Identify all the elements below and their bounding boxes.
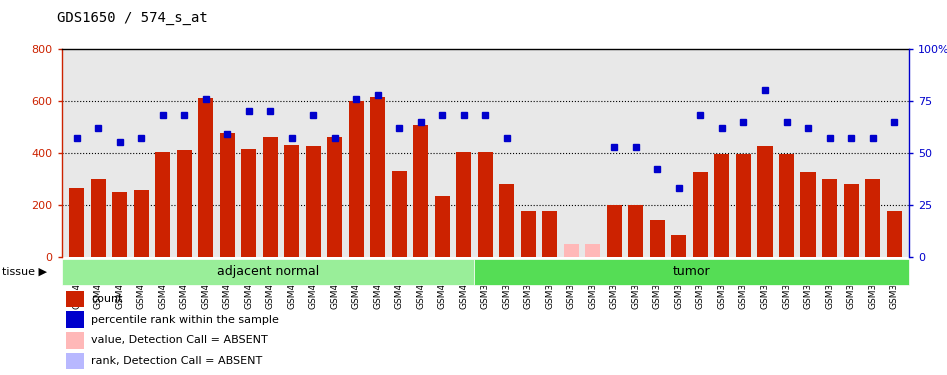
Bar xyxy=(69,188,84,257)
Bar xyxy=(886,211,902,257)
Bar xyxy=(714,154,729,257)
Text: percentile rank within the sample: percentile rank within the sample xyxy=(91,315,279,325)
Bar xyxy=(650,220,665,257)
Bar xyxy=(65,291,84,308)
Bar xyxy=(177,150,191,257)
Bar xyxy=(563,244,579,257)
Bar xyxy=(306,146,321,257)
Bar xyxy=(134,190,149,257)
Bar xyxy=(779,154,794,257)
Text: GDS1650 / 574_s_at: GDS1650 / 574_s_at xyxy=(57,11,207,25)
Text: rank, Detection Call = ABSENT: rank, Detection Call = ABSENT xyxy=(91,356,262,366)
Bar xyxy=(521,211,536,257)
Bar xyxy=(456,152,472,257)
Bar xyxy=(262,137,277,257)
Text: tissue ▶: tissue ▶ xyxy=(2,267,47,277)
Bar xyxy=(392,171,407,257)
Text: count: count xyxy=(91,294,123,304)
Bar xyxy=(474,259,909,285)
Bar xyxy=(348,101,364,257)
Bar xyxy=(65,352,84,369)
Bar xyxy=(758,146,773,257)
Text: tumor: tumor xyxy=(673,266,710,278)
Bar xyxy=(800,172,815,257)
Bar xyxy=(220,133,235,257)
Bar xyxy=(91,179,106,257)
Bar xyxy=(112,192,127,257)
Text: adjacent normal: adjacent normal xyxy=(217,266,319,278)
Bar xyxy=(629,205,643,257)
Bar xyxy=(241,149,257,257)
Bar xyxy=(328,137,342,257)
Bar xyxy=(822,179,837,257)
Bar xyxy=(693,172,708,257)
Bar xyxy=(284,145,299,257)
Bar xyxy=(198,98,213,257)
Bar xyxy=(607,205,622,257)
Bar xyxy=(62,259,474,285)
Bar xyxy=(585,244,600,257)
Bar xyxy=(370,97,385,257)
Bar xyxy=(865,179,880,257)
Bar xyxy=(155,152,170,257)
Bar xyxy=(844,184,859,257)
Bar xyxy=(736,154,751,257)
Bar xyxy=(435,196,450,257)
Bar xyxy=(413,126,428,257)
Bar xyxy=(671,235,687,257)
Text: value, Detection Call = ABSENT: value, Detection Call = ABSENT xyxy=(91,335,268,345)
Bar xyxy=(543,211,558,257)
Bar xyxy=(65,332,84,349)
Bar xyxy=(499,184,514,257)
Bar xyxy=(478,152,492,257)
Bar xyxy=(65,311,84,328)
